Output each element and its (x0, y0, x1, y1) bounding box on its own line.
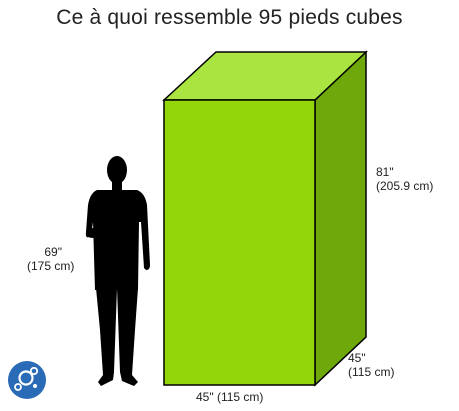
person-height-label: 69" (175 cm) (27, 245, 74, 273)
person-height-cm: (175 cm) (27, 259, 75, 273)
bubbles-logo-icon (8, 361, 46, 399)
box-height-cm: (205.9 cm) (376, 179, 434, 193)
box-height-label: 81" (205.9 cm) (376, 165, 433, 193)
box-depth-cm: (115 cm) (348, 365, 395, 379)
box-width-label: 45" (115 cm) (196, 390, 264, 404)
box-front-face (163, 99, 316, 386)
page-title: Ce à quoi ressemble 95 pieds cubes (56, 6, 403, 29)
box-height-inches: 81" (376, 165, 394, 179)
person-height-inches: 69" (44, 245, 62, 259)
person-silhouette-icon (85, 156, 150, 386)
box-side-face (314, 50, 367, 387)
box-depth-label: 45" (115 cm) (348, 351, 394, 379)
box-depth-inches: 45" (348, 351, 366, 365)
